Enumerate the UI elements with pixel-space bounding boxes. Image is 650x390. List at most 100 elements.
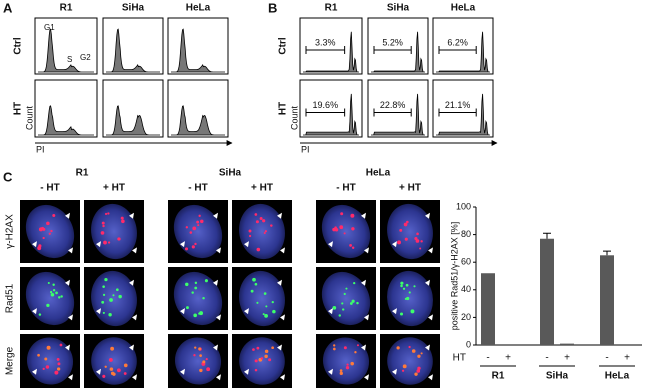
x-axis-label: PI [36, 144, 45, 154]
focus [100, 231, 105, 235]
panel-label: B [268, 0, 277, 15]
focus [194, 281, 198, 285]
arrowhead [96, 241, 101, 248]
arrowhead [132, 314, 137, 321]
y-axis-label: positive Rad51/γ-H2AX [%] [449, 222, 459, 331]
arrowhead [361, 344, 366, 351]
focus [264, 314, 268, 318]
arrowhead [32, 308, 37, 315]
group-label: SiHa [546, 371, 569, 382]
focus [411, 349, 416, 353]
focus [199, 354, 202, 357]
focus [255, 220, 259, 224]
histogram-curve [171, 28, 225, 73]
focus [332, 227, 336, 232]
focus [264, 230, 267, 233]
focus [339, 225, 344, 230]
x-tick-label: + [624, 353, 630, 364]
focus [102, 311, 105, 314]
focus [333, 344, 336, 347]
arrowhead [180, 368, 185, 375]
bar [481, 273, 495, 345]
focus [46, 221, 50, 226]
nucleus [174, 337, 222, 385]
arrowhead [244, 241, 249, 248]
focus [110, 346, 115, 351]
arrowhead [364, 314, 369, 321]
focus [109, 298, 113, 302]
focus [37, 246, 42, 251]
histogram-frame [34, 79, 98, 138]
histogram-curve [371, 31, 425, 73]
focus [342, 308, 345, 311]
focus [397, 240, 402, 245]
focus [254, 359, 258, 363]
focus [396, 346, 400, 350]
focus [101, 221, 105, 225]
focus [102, 374, 106, 378]
arrowhead [244, 368, 249, 375]
focus [103, 240, 107, 245]
row-label: Ctrl [278, 37, 289, 54]
arrowhead [425, 344, 430, 351]
focus [202, 360, 206, 364]
arrowhead [364, 374, 369, 381]
focus [338, 314, 342, 317]
y-tick-label: 80 [461, 229, 471, 239]
focus [199, 368, 203, 373]
arrowhead [96, 308, 101, 315]
focus [117, 237, 121, 241]
condition-label: + HT [399, 183, 421, 194]
focus [205, 358, 208, 361]
focus [56, 357, 60, 361]
arrowhead [180, 308, 185, 315]
column-label: R1 [325, 3, 338, 14]
focus [248, 229, 252, 233]
arrowhead [361, 279, 366, 286]
y-tick-label: 0 [466, 339, 471, 349]
focus [42, 367, 45, 371]
row-label: HT [453, 353, 466, 364]
focus [404, 237, 408, 241]
focus [104, 365, 107, 368]
x-tick-label: + [505, 353, 511, 364]
focus [40, 226, 45, 230]
focus [107, 241, 111, 244]
histogram-frame [167, 17, 229, 75]
panel-label: A [3, 0, 13, 15]
focus [345, 365, 350, 370]
focus [271, 346, 274, 350]
focus [110, 371, 115, 376]
gate-percentage: 6.2% [447, 37, 468, 47]
y-tick-label: 20 [461, 312, 471, 322]
focus [343, 232, 346, 235]
arrowhead [129, 279, 134, 286]
focus [104, 212, 108, 216]
histogram-curve [106, 105, 160, 136]
histogram-curve [436, 93, 490, 136]
arrowhead [428, 247, 433, 254]
focus [185, 226, 189, 229]
focus [351, 227, 355, 231]
focus [109, 367, 114, 371]
focus [341, 302, 344, 305]
focus [194, 286, 198, 290]
arrowhead [428, 374, 433, 381]
focus [200, 219, 204, 224]
gate-percentage: 5.2% [382, 37, 403, 47]
row-label: Rad51 [5, 283, 16, 313]
focus [46, 345, 51, 350]
arrowhead [277, 212, 282, 219]
group-label: R1 [76, 168, 89, 179]
focus [264, 349, 269, 354]
focus [259, 217, 263, 221]
arrowhead [68, 247, 73, 254]
focus [356, 301, 359, 305]
focus [419, 247, 422, 250]
focus [185, 282, 189, 287]
y-axis-label: Count [24, 106, 34, 131]
focus [339, 369, 343, 372]
histogram-curve [171, 105, 225, 136]
focus [332, 305, 337, 310]
focus [59, 343, 63, 347]
